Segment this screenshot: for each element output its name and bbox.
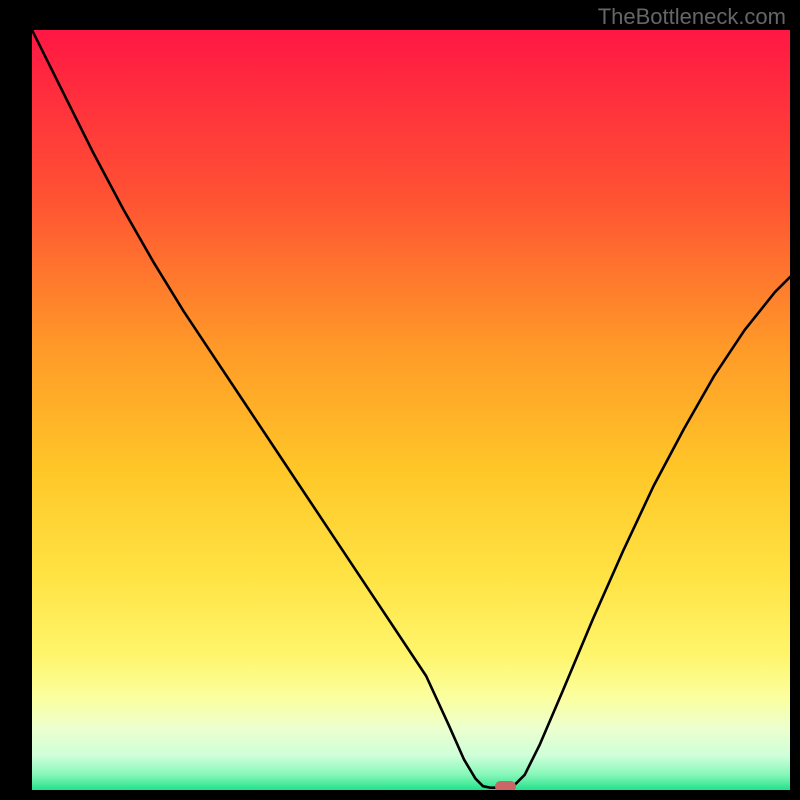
minimum-marker: [495, 781, 516, 791]
chart-frame: TheBottleneck.com: [0, 0, 800, 800]
plot-area: [32, 30, 790, 790]
watermark-label: TheBottleneck.com: [598, 4, 786, 30]
curve-svg: [32, 30, 790, 790]
bottleneck-curve: [32, 30, 790, 788]
